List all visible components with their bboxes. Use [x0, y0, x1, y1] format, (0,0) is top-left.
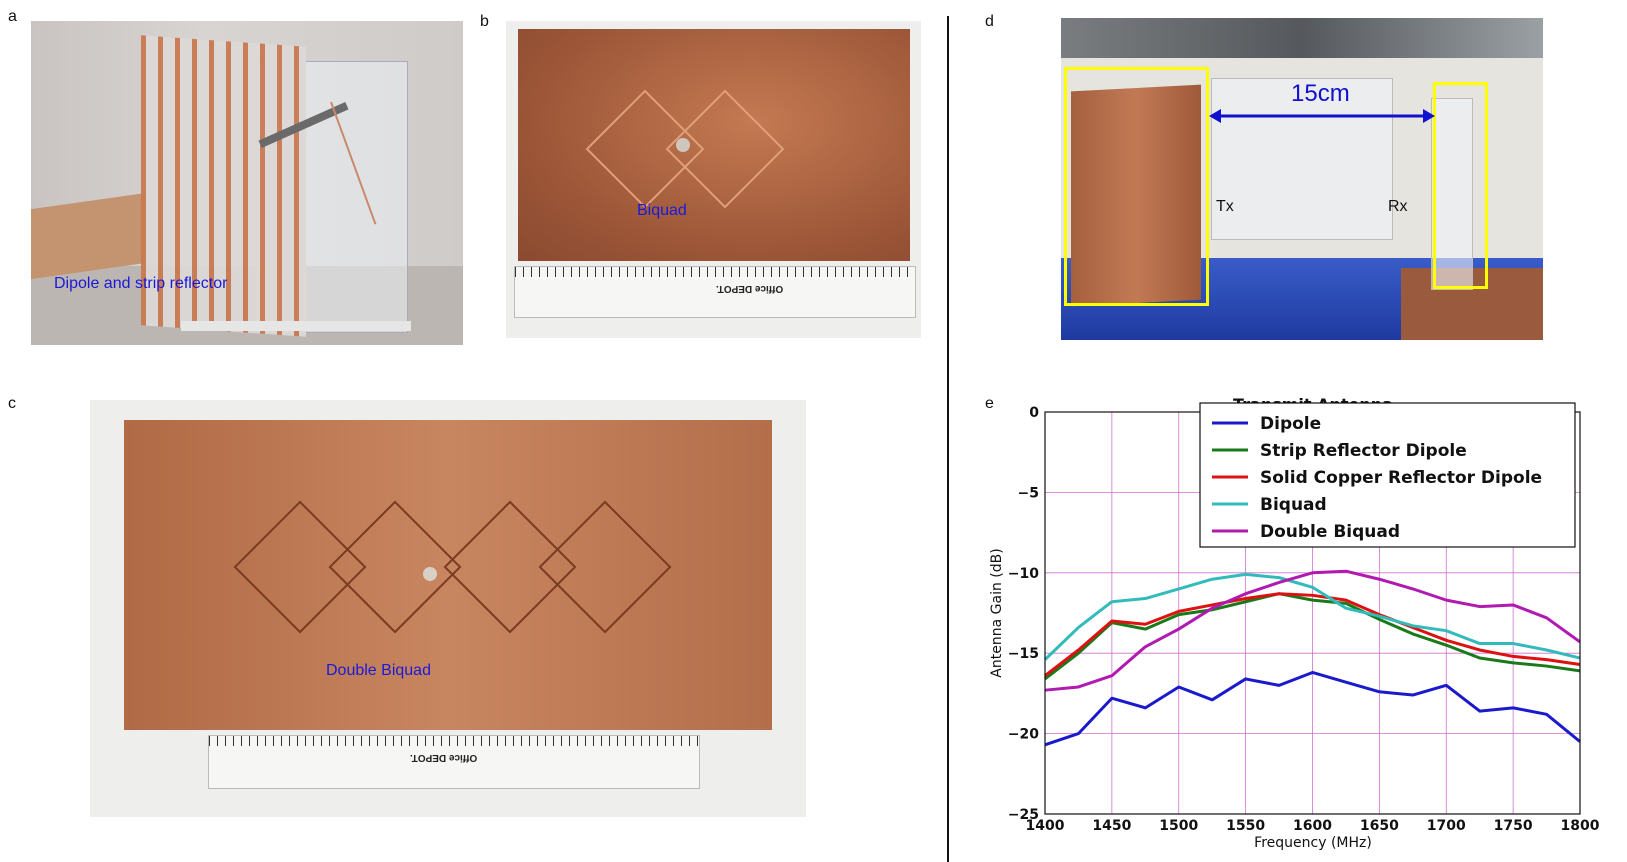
x-tick-label: 1550: [1226, 818, 1265, 834]
x-tick-label: 1600: [1293, 818, 1332, 834]
x-tick-label: 1650: [1360, 818, 1399, 834]
y-tick-label: −15: [1008, 646, 1039, 662]
photo-tx-rx-setup: 15cm Tx Rx: [1061, 18, 1543, 340]
caption-dipole-strip-reflector: Dipole and strip reflector: [54, 275, 228, 292]
y-axis-label: Antenna Gain (dB): [989, 548, 1005, 677]
tx-label: Tx: [1216, 198, 1234, 215]
legend-entry: Biquad: [1260, 495, 1327, 515]
caption-double-biquad: Double Biquad: [326, 662, 431, 679]
x-tick-label: 1400: [1026, 818, 1065, 834]
x-tick-label: 1500: [1159, 818, 1198, 834]
series-line-biquad: [1043, 572, 1581, 661]
y-tick-label: −25: [1008, 807, 1039, 823]
legend-box: [1199, 402, 1576, 548]
series-line-dipole: [1044, 670, 1581, 747]
series-line-double-biquad: [1044, 569, 1581, 692]
x-tick-label: 1450: [1092, 818, 1131, 834]
x-axis-label: Frequency (MHz): [1254, 835, 1372, 850]
panel-letter-d: d: [985, 13, 994, 30]
series-line-strip-reflector-dipole: [1044, 592, 1581, 681]
y-tick-label: −10: [1008, 566, 1039, 582]
x-tick-label: 1700: [1427, 818, 1466, 834]
series-line-solid-copper-reflector-dipole: [1044, 592, 1581, 677]
panel-letter-a: a: [8, 8, 17, 25]
transmit-antenna-chart: Transmit Antenna 14001450150015501600165…: [989, 395, 1600, 850]
legend-entry: Solid Copper Reflector Dipole: [1260, 468, 1542, 488]
distance-arrow: [1209, 109, 1435, 123]
panel-letter-c: c: [8, 395, 16, 412]
panel-letter-b: b: [480, 13, 489, 30]
panel-divider: [947, 16, 949, 862]
photo-double-biquad: Office DEPOT.: [90, 400, 806, 817]
legend-entry: Strip Reflector Dipole: [1260, 441, 1467, 461]
legend-entry: Double Biquad: [1260, 522, 1400, 542]
panel-letter-e: e: [985, 395, 994, 412]
photo-biquad: Office DEPOT.: [506, 21, 921, 338]
y-tick-label: −5: [1018, 485, 1039, 501]
tx-highlight-box: [1064, 67, 1209, 306]
x-tick-label: 1750: [1494, 818, 1533, 834]
y-tick-label: −20: [1008, 727, 1039, 743]
legend-entry: Dipole: [1260, 414, 1321, 434]
ruler-brand-b: Office DEPOT.: [716, 283, 784, 294]
ruler-brand-c: Office DEPOT.: [410, 752, 478, 763]
caption-biquad: Biquad: [637, 202, 687, 219]
y-tick-label: 0: [1029, 405, 1039, 421]
distance-label: 15cm: [1291, 80, 1350, 107]
rx-label: Rx: [1388, 198, 1408, 215]
photo-dipole-strip-reflector: [31, 21, 463, 345]
rx-highlight-box: [1433, 82, 1488, 289]
x-tick-label: 1800: [1561, 818, 1600, 834]
